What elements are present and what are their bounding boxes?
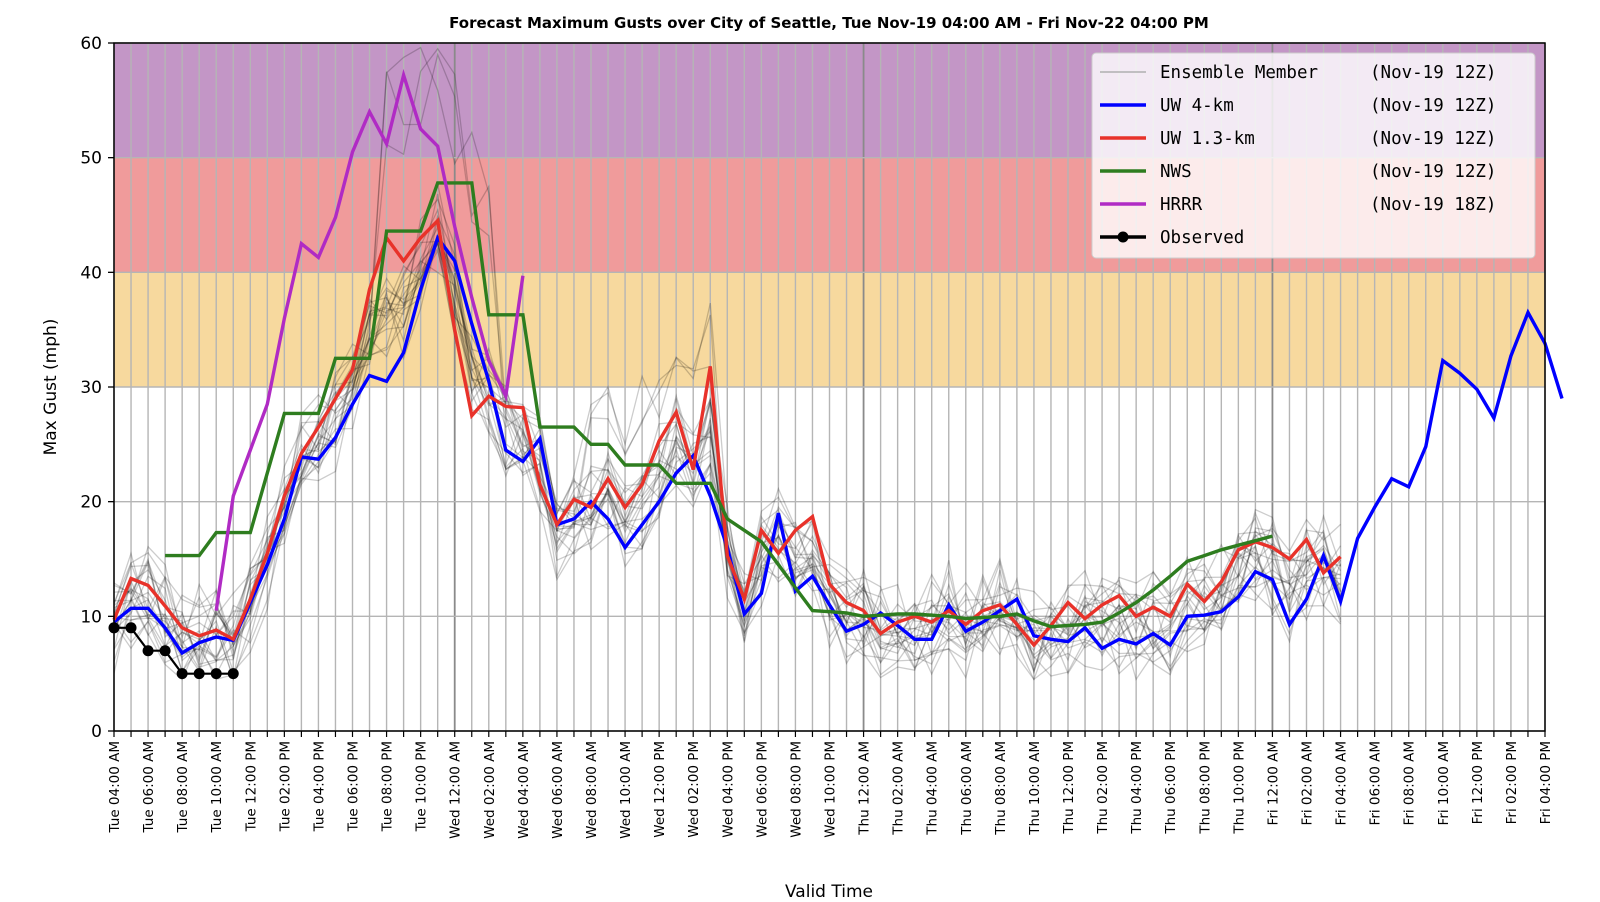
x-tick-label: Thu 08:00 PM — [1197, 741, 1213, 835]
y-tick-label: 20 — [80, 493, 102, 513]
x-tick-label: Fri 02:00 AM — [1300, 741, 1316, 825]
x-tick-label: Wed 02:00 PM — [686, 741, 702, 838]
x-tick-label: Thu 12:00 PM — [1061, 741, 1077, 835]
legend-run-time: (Nov-19 12Z) — [1370, 129, 1496, 149]
x-tick-label: Wed 06:00 AM — [550, 741, 566, 839]
ensemble-member-line — [113, 218, 1342, 671]
chart-title: Forecast Maximum Gusts over City of Seat… — [449, 14, 1209, 32]
x-tick-label: Thu 06:00 AM — [959, 741, 975, 836]
y-tick-label: 30 — [80, 378, 102, 398]
ensemble-member-line — [113, 52, 1342, 650]
x-tick-label: Tue 08:00 PM — [380, 741, 396, 832]
legend-label: UW 4-km — [1160, 96, 1234, 116]
x-tick-label: Fri 02:00 PM — [1504, 741, 1520, 824]
legend-label: NWS — [1160, 162, 1192, 182]
ensemble-member-line — [113, 259, 1341, 681]
uw13-line — [112, 217, 1342, 648]
ensemble-member-line — [113, 181, 1342, 660]
x-axis-label: Valid Time — [785, 882, 873, 902]
y-axis-label: Max Gust (mph) — [41, 319, 61, 456]
ensemble-member-line — [113, 214, 1342, 652]
observed-point — [193, 668, 205, 680]
x-tick-label: Wed 10:00 AM — [618, 741, 634, 839]
observed-point — [142, 645, 154, 657]
observed-point — [176, 668, 188, 680]
legend-run-time: (Nov-19 12Z) — [1370, 96, 1496, 116]
x-tick-label: Tue 12:00 PM — [243, 741, 259, 832]
legend-label: HRRR — [1160, 195, 1203, 215]
legend-label: Observed — [1160, 228, 1244, 248]
x-tick-label: Fri 08:00 AM — [1402, 741, 1418, 825]
y-tick-label: 0 — [91, 722, 102, 742]
x-tick-label: Tue 10:00 AM — [209, 741, 225, 833]
x-tick-label: Thu 02:00 AM — [891, 741, 907, 836]
ensemble-member-line — [113, 234, 1342, 676]
y-tick-label: 50 — [80, 149, 102, 169]
x-tick-label: Tue 08:00 AM — [175, 741, 191, 833]
ensemble-member-line — [113, 246, 1341, 681]
x-tick-label: Tue 04:00 AM — [107, 741, 123, 833]
x-tick-label: Wed 04:00 AM — [516, 741, 532, 839]
legend-run-time: (Nov-19 18Z) — [1370, 195, 1496, 215]
y-axis-ticks: 0 10 20 30 40 50 60 — [80, 34, 114, 742]
hrrr-line — [214, 68, 525, 611]
x-tick-label: Fri 10:00 AM — [1436, 741, 1452, 825]
x-tick-label: Thu 04:00 PM — [1129, 741, 1145, 835]
x-tick-label: Thu 12:00 AM — [857, 741, 873, 836]
ensemble-member-line — [113, 241, 1342, 677]
legend: Ensemble Member (Nov-19 12Z) UW 4-km (Nov-1… — [1091, 52, 1536, 259]
x-tick-label: Wed 12:00 AM — [448, 741, 464, 839]
legend-run-time: (Nov-19 12Z) — [1370, 63, 1496, 83]
observed-point — [125, 622, 137, 634]
x-tick-label: Thu 02:00 PM — [1095, 741, 1111, 835]
ensemble-member-line — [113, 207, 1341, 652]
x-tick-label: Thu 08:00 AM — [993, 741, 1009, 836]
x-axis-ticks: Tue 04:00 AM Tue 06:00 AM Tue 08:00 AM Tue … — [107, 731, 1554, 839]
x-tick-label: Thu 04:00 AM — [925, 741, 941, 836]
x-tick-label: Wed 12:00 PM — [652, 741, 668, 838]
x-tick-label: Wed 08:00 AM — [584, 741, 600, 839]
legend-box — [1091, 52, 1536, 259]
x-tick-label: Wed 04:00 PM — [720, 741, 736, 838]
y-tick-label: 10 — [80, 607, 102, 627]
ensemble-member-line — [113, 46, 1342, 650]
x-tick-label: Tue 04:00 PM — [311, 741, 327, 832]
x-tick-label: Fri 06:00 AM — [1368, 741, 1384, 825]
x-tick-label: Tue 06:00 AM — [141, 741, 157, 833]
series-lines — [108, 68, 1564, 680]
legend-run-time: (Nov-19 12Z) — [1370, 162, 1496, 182]
x-tick-label: Thu 10:00 AM — [1027, 741, 1043, 836]
x-tick-label: Wed 02:00 AM — [482, 741, 498, 839]
observed-point — [210, 668, 222, 680]
x-tick-label: Fri 04:00 AM — [1334, 741, 1350, 825]
nws-line — [165, 181, 1273, 629]
ensemble-member-line — [113, 241, 1342, 667]
x-tick-label: Tue 06:00 PM — [346, 741, 362, 832]
legend-label: UW 1.3-km — [1160, 129, 1255, 149]
observed-point — [159, 645, 171, 657]
x-tick-label: Tue 02:00 PM — [277, 741, 293, 832]
legend-label: Ensemble Member — [1160, 63, 1318, 83]
x-tick-label: Fri 12:00 AM — [1265, 741, 1281, 825]
observed-point — [227, 668, 239, 680]
x-tick-label: Fri 12:00 PM — [1470, 741, 1486, 824]
ensemble-member-line — [113, 236, 1342, 675]
x-tick-label: Thu 10:00 PM — [1231, 741, 1247, 835]
x-tick-label: Fri 04:00 PM — [1538, 741, 1554, 824]
uw4-line — [112, 234, 1564, 656]
x-tick-label: Tue 10:00 PM — [414, 741, 430, 832]
x-tick-label: Wed 06:00 PM — [754, 741, 770, 838]
legend-marker-observed — [1117, 231, 1129, 243]
y-tick-label: 60 — [80, 34, 102, 54]
x-tick-label: Thu 06:00 PM — [1163, 741, 1179, 835]
x-tick-label: Wed 10:00 PM — [823, 741, 839, 838]
x-tick-label: Wed 08:00 PM — [788, 741, 804, 838]
y-tick-label: 40 — [80, 263, 102, 283]
